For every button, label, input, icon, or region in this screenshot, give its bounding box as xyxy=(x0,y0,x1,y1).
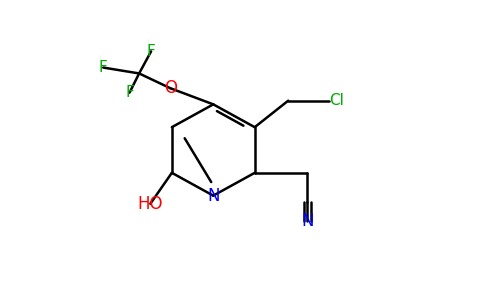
Text: F: F xyxy=(147,44,155,59)
Text: F: F xyxy=(99,60,107,75)
Text: N: N xyxy=(301,212,314,230)
Text: Cl: Cl xyxy=(329,93,344,108)
Text: HO: HO xyxy=(137,195,163,213)
Text: O: O xyxy=(164,79,177,97)
Text: N: N xyxy=(207,187,220,205)
Text: F: F xyxy=(125,85,134,100)
